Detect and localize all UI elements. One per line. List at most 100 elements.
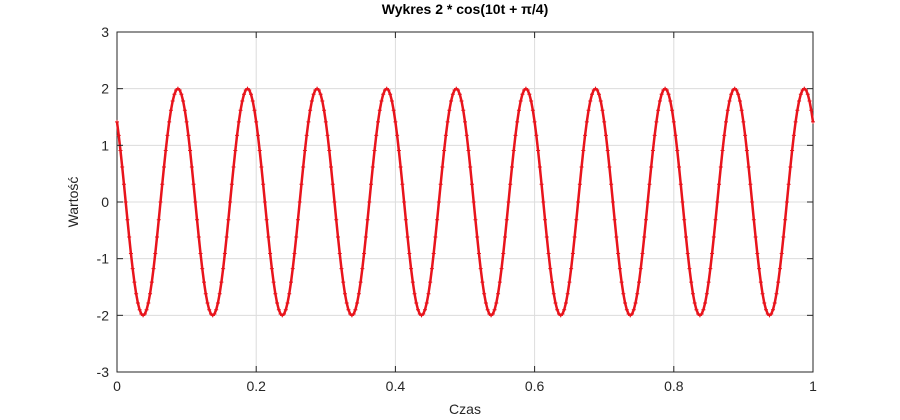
data-point xyxy=(718,164,723,169)
data-point xyxy=(353,307,358,312)
data-point xyxy=(436,200,441,204)
data-point xyxy=(115,119,119,124)
data-point xyxy=(127,235,132,240)
data-point xyxy=(463,119,467,124)
data-point xyxy=(621,291,626,296)
data-point xyxy=(501,251,506,256)
data-point xyxy=(638,266,643,271)
data-point xyxy=(322,108,327,113)
data-point xyxy=(231,164,236,169)
data-point xyxy=(513,133,518,138)
data-point xyxy=(325,133,330,138)
data-point xyxy=(643,217,648,222)
data-point xyxy=(600,108,605,113)
data-point xyxy=(327,148,332,153)
data-point xyxy=(654,119,659,124)
data-point xyxy=(214,307,219,312)
data-point xyxy=(577,182,582,187)
data-point xyxy=(412,291,417,296)
data-point xyxy=(508,182,513,187)
data-point xyxy=(156,217,161,222)
data-point xyxy=(565,291,570,296)
data-point xyxy=(624,307,629,312)
data-point xyxy=(563,300,568,305)
data-point xyxy=(781,235,786,240)
data-point xyxy=(551,291,556,296)
data-point xyxy=(414,300,419,305)
data-point xyxy=(186,133,191,138)
data-point xyxy=(377,108,382,113)
series-group xyxy=(115,86,815,318)
data-point xyxy=(520,92,525,97)
data-point xyxy=(482,291,487,296)
data-point xyxy=(485,307,490,312)
data-point xyxy=(431,251,436,256)
data-point xyxy=(530,108,535,113)
data-point xyxy=(153,251,158,256)
data-point xyxy=(393,119,398,124)
data-point xyxy=(560,311,565,316)
data-point xyxy=(422,307,427,312)
data-point xyxy=(151,266,156,271)
data-point xyxy=(215,300,220,305)
x-tick-label: 0.2 xyxy=(246,378,266,394)
y-tick-label: -3 xyxy=(97,364,110,380)
data-point xyxy=(179,92,184,97)
y-tick-label: 0 xyxy=(101,194,109,210)
data-point xyxy=(774,291,779,296)
data-point xyxy=(421,311,426,316)
data-point xyxy=(572,235,577,240)
data-point xyxy=(506,200,511,204)
data-point xyxy=(760,291,765,296)
data-point xyxy=(657,99,662,104)
data-point xyxy=(123,200,128,204)
data-point xyxy=(161,164,166,169)
data-point xyxy=(261,182,266,187)
x-tick-group: 0 0.2 0.4 0.6 0.8 1 xyxy=(113,32,817,394)
data-point xyxy=(708,266,713,271)
data-point xyxy=(308,108,313,113)
data-point xyxy=(360,266,365,271)
data-point xyxy=(570,251,575,256)
data-point xyxy=(341,280,346,285)
data-point xyxy=(238,108,243,113)
data-point xyxy=(252,108,257,113)
data-point xyxy=(720,148,725,153)
data-point xyxy=(271,280,276,285)
data-point xyxy=(155,235,160,240)
data-point xyxy=(374,133,379,138)
data-point xyxy=(811,119,815,124)
data-point xyxy=(499,266,504,271)
data-point xyxy=(217,291,222,296)
data-point xyxy=(744,148,749,153)
data-point xyxy=(683,235,688,240)
data-point xyxy=(790,148,795,153)
data-point xyxy=(532,119,537,124)
data-point xyxy=(544,235,549,240)
data-point xyxy=(673,133,678,138)
data-point xyxy=(205,300,210,305)
data-point xyxy=(351,311,356,316)
data-point xyxy=(783,217,788,222)
data-point xyxy=(282,311,287,316)
data-point xyxy=(134,291,139,296)
data-point xyxy=(480,280,485,285)
data-point xyxy=(777,266,782,271)
data-point xyxy=(236,119,241,124)
data-point xyxy=(464,133,469,138)
data-point xyxy=(509,164,514,169)
data-point xyxy=(642,235,647,240)
data-point xyxy=(398,164,403,169)
data-point xyxy=(163,148,168,153)
data-point xyxy=(647,182,652,187)
data-point xyxy=(758,280,763,285)
data-point xyxy=(743,133,748,138)
data-point xyxy=(516,108,521,113)
data-point xyxy=(262,200,267,204)
data-point xyxy=(525,88,530,93)
data-point xyxy=(798,92,803,97)
data-point xyxy=(172,92,177,97)
y-tick-label: -2 xyxy=(97,307,110,323)
data-point xyxy=(344,300,349,305)
data-point xyxy=(388,92,393,97)
